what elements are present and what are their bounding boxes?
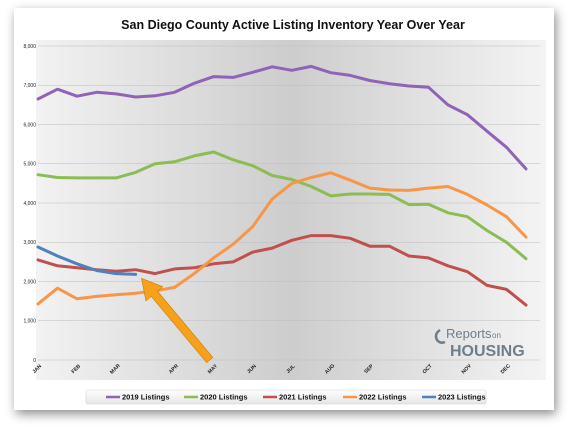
series-lines bbox=[36, 64, 528, 307]
y-tick-label: 3,000 bbox=[23, 240, 36, 246]
x-tick-label: JUN bbox=[246, 363, 258, 375]
series-line bbox=[36, 234, 528, 307]
legend-label: 2022 Listings bbox=[359, 393, 407, 402]
logo-mark-icon bbox=[434, 328, 446, 344]
series-line bbox=[36, 150, 528, 261]
grid-lines bbox=[38, 45, 540, 361]
y-tick-label: 6,000 bbox=[23, 122, 36, 128]
y-tick-label: 0 bbox=[33, 358, 36, 364]
legend-label: 2021 Listings bbox=[279, 393, 327, 402]
logo-line2: HOUSING bbox=[450, 343, 525, 360]
legend-label: 2023 Listings bbox=[438, 393, 486, 402]
series-line bbox=[36, 245, 138, 276]
y-tick-label: 7,000 bbox=[23, 83, 36, 89]
arrow-shape bbox=[141, 277, 214, 364]
logo: Reports on HOUSING bbox=[434, 326, 525, 360]
y-tick-label: 8,000 bbox=[23, 44, 36, 50]
x-tick-label: JAN bbox=[31, 363, 43, 375]
chart-title: San Diego County Active Listing Inventor… bbox=[121, 18, 465, 32]
annotation-arrow bbox=[141, 277, 214, 364]
legend-items: 2019 Listings 2020 Listings 2021 Listings 2… bbox=[106, 393, 486, 402]
y-tick-label: 2,000 bbox=[23, 279, 36, 285]
plot-area bbox=[36, 40, 546, 380]
y-axis-ticks: 0 1,000 2,000 3,000 4,000 5,000 6,000 7,000 8,00… bbox=[23, 44, 36, 364]
logo-line1: Reports bbox=[446, 326, 492, 341]
x-tick-label: SEP bbox=[363, 363, 375, 375]
series-line bbox=[36, 171, 528, 306]
y-tick-label: 4,000 bbox=[23, 201, 36, 207]
chart-frame: San Diego County Active Listing Inventor… bbox=[14, 8, 554, 410]
series-line bbox=[36, 64, 528, 171]
x-tick-label: FEB bbox=[71, 363, 83, 375]
legend bbox=[85, 389, 487, 405]
legend-label: 2019 Listings bbox=[122, 393, 170, 402]
y-tick-label: 1,000 bbox=[23, 319, 36, 325]
x-tick-label: JUL bbox=[285, 363, 297, 375]
legend-label: 2020 Listings bbox=[200, 393, 248, 402]
y-tick-label: 5,000 bbox=[23, 162, 36, 168]
line-chart: San Diego County Active Listing Inventor… bbox=[14, 8, 554, 410]
logo-line1b: on bbox=[492, 331, 501, 340]
